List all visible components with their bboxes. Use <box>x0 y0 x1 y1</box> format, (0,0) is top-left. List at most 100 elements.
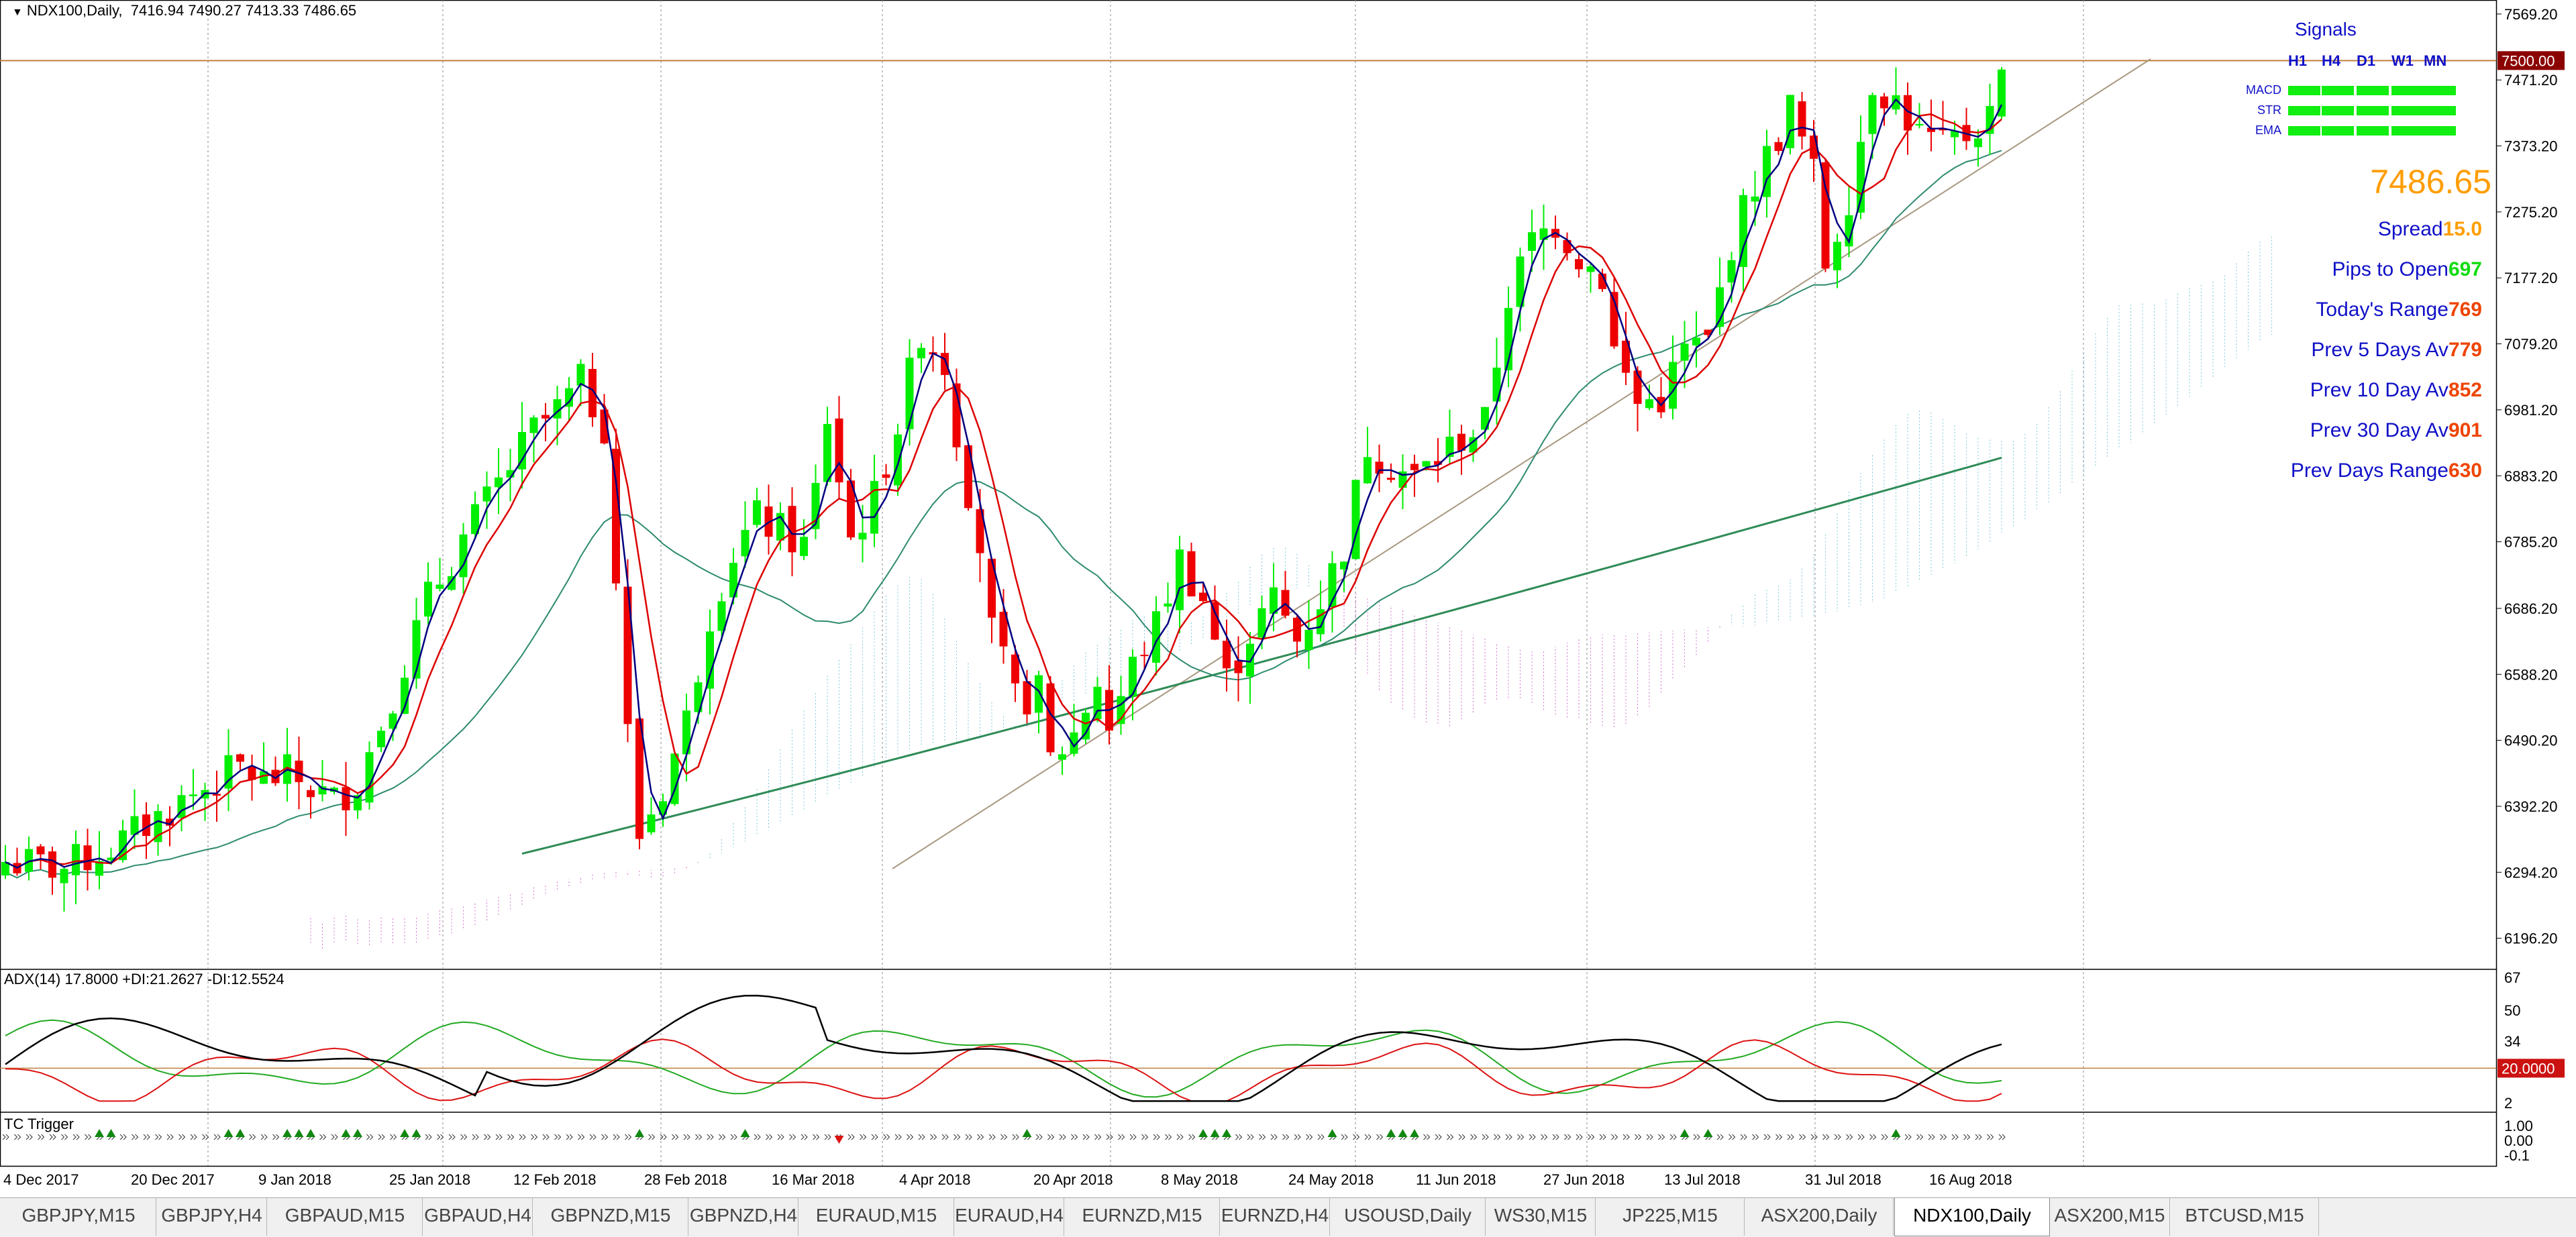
tab-gbpjpy-h4[interactable]: GBPJPY,H4 <box>157 1198 267 1236</box>
stat-prev-days-range: Prev Days Range630 <box>2291 460 2482 482</box>
tab-eurnzd-m15[interactable]: EURNZD,M15 <box>1065 1198 1220 1236</box>
date-tick-label: 31 Jul 2018 <box>1805 1171 1882 1188</box>
tab-ndx100-daily[interactable]: NDX100,Daily <box>1894 1198 2050 1236</box>
tc-axis-label: 0.00 <box>2504 1132 2533 1149</box>
candle-body <box>1492 368 1501 402</box>
tc-marker <box>672 1134 679 1140</box>
candle-body <box>224 755 233 789</box>
tc-marker <box>1353 1134 1360 1140</box>
tc-marker <box>1646 1134 1653 1140</box>
candle-body <box>1880 96 1888 109</box>
signals-title: Signals <box>2295 19 2357 40</box>
candle-body <box>435 584 444 589</box>
tab-ws30-m15[interactable]: WS30,M15 <box>1486 1198 1596 1236</box>
candle-body <box>670 753 679 804</box>
candle-body <box>706 631 714 689</box>
tc-marker <box>213 1134 221 1140</box>
tab-asx200-daily[interactable]: ASX200,Daily <box>1745 1198 1894 1236</box>
tc-marker <box>25 1134 33 1140</box>
tc-marker <box>1729 1134 1736 1140</box>
tc-marker <box>1505 1134 1512 1140</box>
signal-indicator <box>2424 86 2456 95</box>
tab-usousd-daily[interactable]: USOUSD,Daily <box>1331 1198 1486 1236</box>
tc-marker <box>178 1134 186 1140</box>
tab-euraud-m15[interactable]: EURAUD,M15 <box>799 1198 954 1236</box>
price-tick-label: 6686.20 <box>2504 600 2558 617</box>
candle-body <box>894 434 902 486</box>
price-tick-label: 6883.20 <box>2504 468 2558 484</box>
tab-gbpjpy-m15[interactable]: GBPJPY,M15 <box>1 1198 156 1236</box>
tc-marker <box>132 1134 139 1140</box>
tc-marker <box>1317 1134 1325 1140</box>
tc-marker <box>202 1134 209 1140</box>
tc-marker <box>1916 1134 1924 1140</box>
tc-marker <box>1658 1134 1665 1140</box>
tc-marker <box>260 1134 268 1140</box>
date-axis: 4 Dec 2017 20 Dec 2017 9 Jan 2018 25 Jan 20… <box>3 1171 2012 1188</box>
candle-body <box>1645 399 1653 409</box>
tc-marker <box>1940 1134 1947 1140</box>
tc-marker <box>119 1134 127 1140</box>
tc-marker <box>319 1134 327 1140</box>
tab-jp225-m15[interactable]: JP225,M15 <box>1596 1198 1745 1236</box>
candle-body <box>1751 196 1759 202</box>
candle-body <box>1422 461 1431 467</box>
candle-body <box>800 537 808 556</box>
tab-btcusd-m15[interactable]: BTCUSD,M15 <box>2171 1198 2319 1236</box>
tc-marker <box>601 1134 609 1140</box>
tc-up-arrow <box>294 1129 304 1137</box>
tab-asx200-m15[interactable]: ASX200,M15 <box>2050 1198 2170 1236</box>
tab-gbpaud-h4[interactable]: GBPAUD,H4 <box>423 1198 533 1236</box>
tc-marker <box>977 1134 984 1140</box>
sig-row-macd: MACD <box>2246 83 2281 97</box>
tc-marker <box>1975 1134 1982 1140</box>
tab-euraud-h4[interactable]: EURAUD,H4 <box>955 1198 1064 1236</box>
tab-gbpaud-m15[interactable]: GBPAUD,M15 <box>268 1198 423 1236</box>
tc-marker <box>272 1134 280 1140</box>
candle-body <box>1481 407 1489 430</box>
tc-marker <box>566 1134 573 1140</box>
tc-up-arrow <box>1891 1129 1901 1137</box>
tc-marker <box>1176 1134 1184 1140</box>
tc-up-arrow <box>411 1129 421 1137</box>
tc-marker <box>730 1134 737 1140</box>
signals-panel: Signals H1 H4 D1 W1 MN MACD STR EMA <box>2214 13 2496 241</box>
tab-eurnzd-h4[interactable]: EURNZD,H4 <box>1221 1198 1330 1236</box>
dropdown-triangle-icon[interactable]: ▼ <box>12 7 23 18</box>
tab-gbpnzd-h4[interactable]: GBPNZD,H4 <box>689 1198 798 1236</box>
candle-body <box>1680 343 1689 361</box>
candle-body <box>1046 683 1055 753</box>
candle-body <box>823 424 831 482</box>
candle-body <box>588 368 597 418</box>
stat-label: Today's Range <box>2316 299 2449 321</box>
tab-gbpnzd-m15[interactable]: GBPNZD,M15 <box>533 1198 688 1236</box>
tc-marker <box>589 1134 597 1140</box>
chart-area[interactable]: 7569.20 7471.20 7373.20 7275.20 7177.20 7079.… <box>0 0 2576 1197</box>
stat-label: Prev Days Range <box>2290 460 2449 482</box>
candle-body <box>1692 337 1700 345</box>
tc-marker <box>366 1134 374 1140</box>
candle-body <box>1586 266 1595 272</box>
signal-indicator <box>2391 106 2424 115</box>
candle-body <box>576 364 585 386</box>
tc-marker <box>190 1134 197 1140</box>
tc-marker <box>1059 1134 1066 1140</box>
candle-body <box>1140 655 1149 657</box>
candle-body <box>1669 362 1677 409</box>
candle-body <box>1129 656 1137 697</box>
candle-body <box>1023 681 1031 714</box>
candle-body <box>401 678 409 714</box>
tc-marker <box>1752 1134 1759 1140</box>
signal-indicator <box>2288 86 2320 95</box>
stat-label: Prev 5 Days Av <box>2311 339 2449 361</box>
candle-body <box>694 682 703 712</box>
candle-body <box>107 857 115 861</box>
tc-marker <box>1669 1134 1677 1140</box>
chart-canvas[interactable]: 7569.20 7471.20 7373.20 7275.20 7177.20 7079.… <box>0 0 2576 1197</box>
tc-marker <box>683 1134 690 1140</box>
tc-marker <box>425 1134 432 1140</box>
stat-value: 15.0 <box>2442 218 2482 240</box>
candle-body <box>741 530 750 557</box>
sig-col-mn: MN <box>2424 52 2447 69</box>
tc-marker <box>49 1134 56 1140</box>
